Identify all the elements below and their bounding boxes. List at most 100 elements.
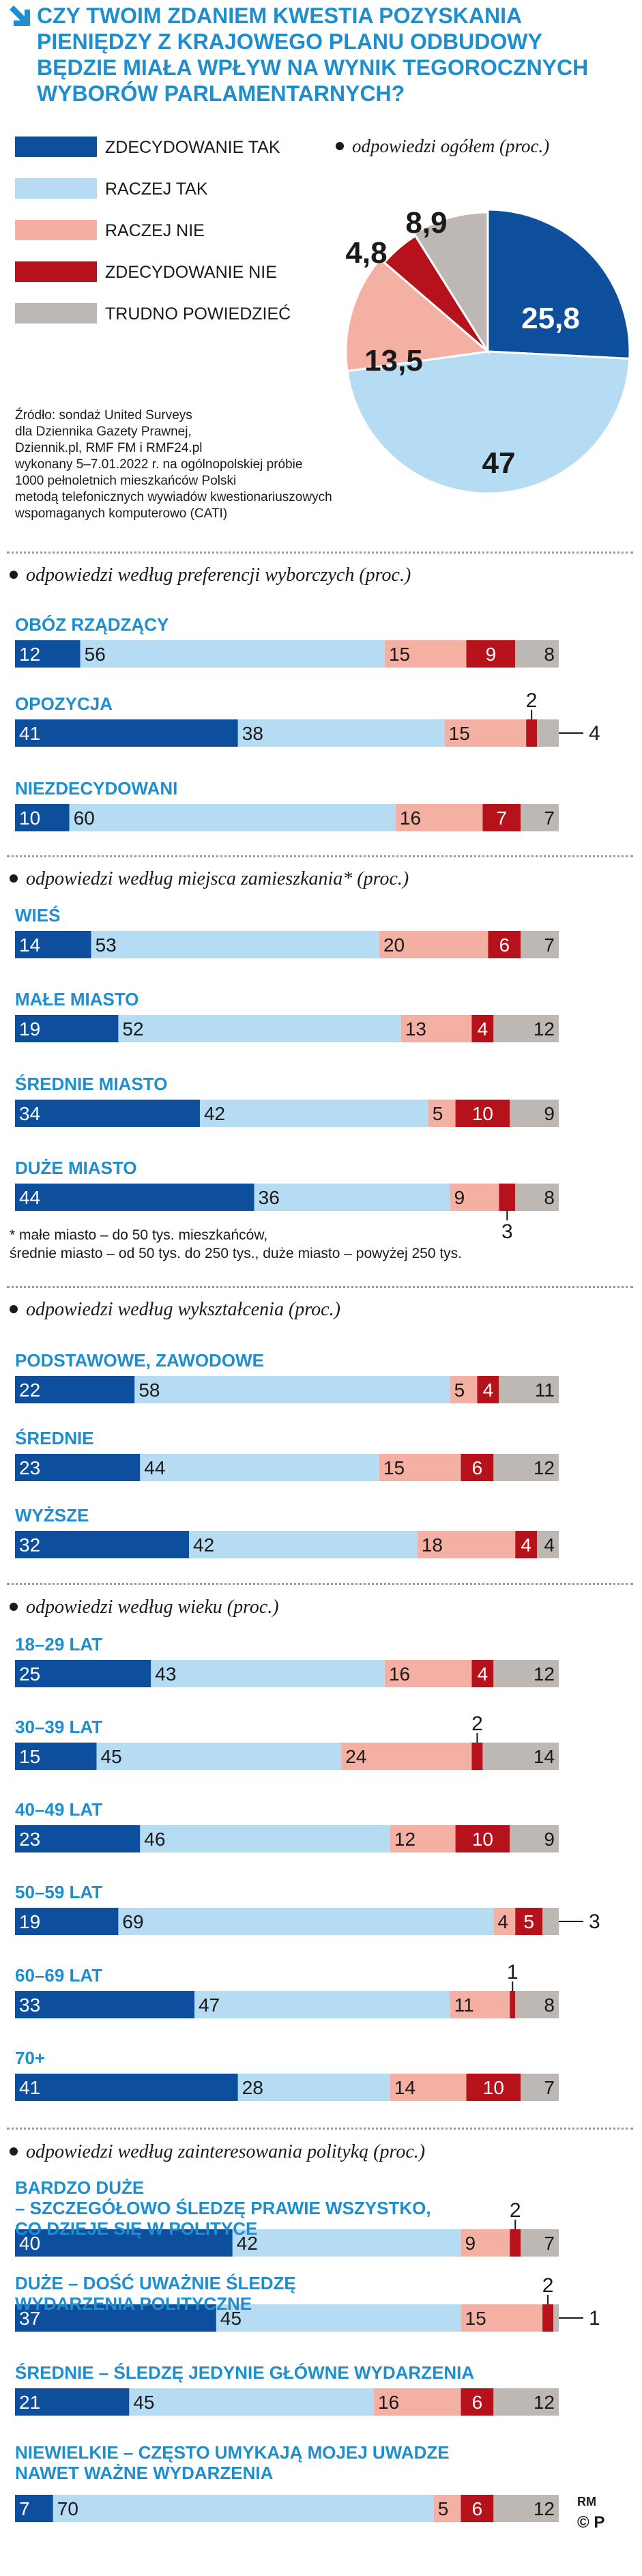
section-title: odpowiedzi według miejsca zamieszkania* … bbox=[10, 868, 409, 891]
group-label-line: DUŻE – DOŚĆ UWAŻNIE ŚLEDZĘ bbox=[15, 2273, 296, 2293]
bar-segment-raczej-tak bbox=[134, 1376, 450, 1403]
pie-label-raczej-nie: 13,5 bbox=[364, 344, 423, 377]
legend-item: RACZEJ TAK bbox=[15, 178, 329, 199]
bar-value-label: 1 bbox=[507, 1961, 519, 1984]
section-title-text: odpowiedzi według zainteresowania polity… bbox=[26, 2141, 426, 2162]
group-label-line: BARDZO DUŻE bbox=[15, 2177, 145, 2198]
bar-segment-raczej-tak bbox=[140, 1825, 390, 1852]
bar-segment-raczej-nie bbox=[461, 2229, 510, 2257]
bar-value-label: 7 bbox=[544, 2077, 555, 2098]
title-line: CZY TWOIM ZDANIEM KWESTIA POZYSKANIA bbox=[37, 3, 523, 28]
group-label-line: 40–49 LAT bbox=[15, 1799, 103, 1820]
bar-value-label: 24 bbox=[345, 1746, 366, 1767]
group-label-line: MAŁE MIASTO bbox=[15, 989, 139, 1010]
section-divider bbox=[7, 855, 633, 857]
title-line: WYBORÓW PARLAMENTARNYCH? bbox=[37, 81, 405, 106]
group-label-line: 30–39 LAT bbox=[15, 1717, 103, 1737]
bar-segment-raczej-nie bbox=[390, 2074, 467, 2101]
bar-segment-raczej-tak bbox=[118, 1908, 494, 1935]
bar-segment-raczej-tak bbox=[96, 1743, 342, 1770]
bar-segment-trudno-powiedziec bbox=[493, 1660, 559, 1687]
bar-value-label: 12 bbox=[534, 2392, 555, 2413]
section-divider bbox=[7, 1583, 633, 1585]
bar-value-label: 34 bbox=[19, 1103, 40, 1124]
legend-label: ZDECYDOWANIE NIE bbox=[105, 263, 277, 282]
bar-value-label: 36 bbox=[259, 1187, 280, 1208]
group-label-line: ŚREDNIE MIASTO bbox=[15, 1074, 168, 1094]
group-label-line: CO DZIEJE SIĘ W POLITYCE bbox=[15, 2218, 258, 2239]
bar-value-label: 12 bbox=[534, 1663, 555, 1685]
section-divider bbox=[7, 1286, 633, 1288]
bar-value-label: 52 bbox=[122, 1018, 143, 1040]
bar-value-label: 2 bbox=[526, 689, 538, 712]
bar-segment-raczej-tak bbox=[151, 1660, 385, 1687]
bar-value-label: 11 bbox=[535, 1379, 555, 1401]
bar-value-label: 22 bbox=[19, 1379, 40, 1401]
bar-segment-raczej-nie bbox=[444, 719, 527, 747]
legend-item: ZDECYDOWANIE NIE bbox=[15, 261, 329, 282]
bar-value-label: 8 bbox=[544, 644, 555, 665]
bar-value-label: 12 bbox=[394, 1829, 415, 1850]
bar-value-label: 42 bbox=[193, 1534, 214, 1556]
bar-value-label: 10 bbox=[19, 807, 40, 829]
bar-segment-zdecydowanie-nie bbox=[455, 1100, 510, 1127]
bar-segment-trudno-powiedziec bbox=[510, 1825, 559, 1852]
group-label-line: WYDARZENIA POLITYCZNE bbox=[15, 2293, 252, 2314]
bar-value-label: 33 bbox=[19, 1994, 40, 2016]
bar-segment-raczej-tak bbox=[237, 719, 445, 747]
bar-value-label: 8 bbox=[544, 1994, 555, 2016]
section-title: odpowiedzi według preferencji wyborczych… bbox=[10, 564, 411, 587]
bar-segment-zdecydowanie-tak bbox=[15, 1015, 119, 1042]
bar-segment-raczej-nie bbox=[450, 1376, 478, 1403]
bar-value-label: 21 bbox=[19, 2392, 40, 2413]
bar-value-label: 6 bbox=[472, 1457, 483, 1478]
bar-segment-trudno-powiedziec bbox=[493, 2388, 559, 2416]
bar-segment-raczej-nie bbox=[428, 1100, 456, 1127]
source-line: Źródło: sondaż United Surveys bbox=[15, 408, 192, 423]
bar-value-label: 3 bbox=[589, 1910, 600, 1933]
section-title: odpowiedzi według zainteresowania polity… bbox=[10, 2141, 425, 2164]
bar-segment-zdecydowanie-tak bbox=[15, 2074, 238, 2101]
legend-swatch bbox=[15, 303, 97, 324]
bar-segment-raczej-nie bbox=[461, 2304, 543, 2332]
footnote: * małe miasto – do 50 tys. mieszkańców, … bbox=[10, 1226, 462, 1263]
bar-segment-trudno-powiedziec bbox=[537, 719, 559, 747]
bar-segment-zdecydowanie-tak bbox=[15, 1376, 135, 1403]
group-label: ŚREDNIE bbox=[15, 1428, 94, 1448]
group-label-line: WYŻSZE bbox=[15, 1505, 89, 1526]
group-label-line: 50–59 LAT bbox=[15, 1882, 103, 1902]
bar-value-label: 41 bbox=[19, 2077, 40, 2098]
bar-segment-raczej-nie bbox=[395, 804, 483, 831]
bar-value-label: 43 bbox=[155, 1663, 176, 1685]
bar-segment-trudno-powiedziec bbox=[521, 2229, 559, 2257]
bar-segment-trudno-powiedziec bbox=[521, 2074, 559, 2101]
bar-value-label: 12 bbox=[19, 644, 40, 665]
bar-segment-raczej-tak bbox=[69, 804, 396, 831]
bar-value-label: 6 bbox=[472, 2392, 483, 2413]
bar-segment-raczej-nie bbox=[493, 1908, 516, 1935]
bar-segment-raczej-nie bbox=[450, 1184, 499, 1211]
section-divider bbox=[7, 2128, 633, 2130]
bar-value-label: 45 bbox=[220, 2308, 242, 2329]
bar-segment-trudno-powiedziec bbox=[493, 1454, 559, 1481]
arrow-down-right-icon bbox=[10, 5, 30, 26]
bar-value-label: 42 bbox=[237, 2233, 258, 2254]
legend-label: ZDECYDOWANIE TAK bbox=[105, 138, 280, 157]
bar-segment-trudno-powiedziec bbox=[542, 1908, 559, 1935]
bar-segment-raczej-nie bbox=[384, 1660, 472, 1687]
group-label: ŚREDNIE – ŚLEDZĘ JEDYNIE GŁÓWNE WYDARZEN… bbox=[15, 2362, 474, 2383]
source-line: 1000 pełnoletnich mieszkańców Polski bbox=[15, 474, 237, 488]
bar-value-label: 7 bbox=[544, 934, 555, 956]
bar-value-label: 25 bbox=[19, 1663, 40, 1685]
bar-segment-raczej-tak bbox=[254, 1184, 450, 1211]
bar-value-label: 15 bbox=[383, 1457, 405, 1478]
bar-segment-zdecydowanie-tak bbox=[15, 640, 81, 668]
bar-segment-trudno-powiedziec bbox=[493, 1015, 559, 1042]
bar-value-label: 32 bbox=[19, 1534, 40, 1556]
section-title: odpowiedzi według wykształcenia (proc.) bbox=[10, 1298, 340, 1321]
bar-value-label: 4 bbox=[497, 1911, 508, 1932]
bar-segment-raczej-tak bbox=[91, 931, 379, 958]
bar-value-label: 28 bbox=[242, 2077, 263, 2098]
bar-value-label: 5 bbox=[523, 1911, 534, 1932]
bar-value-label: 14 bbox=[534, 1746, 555, 1767]
